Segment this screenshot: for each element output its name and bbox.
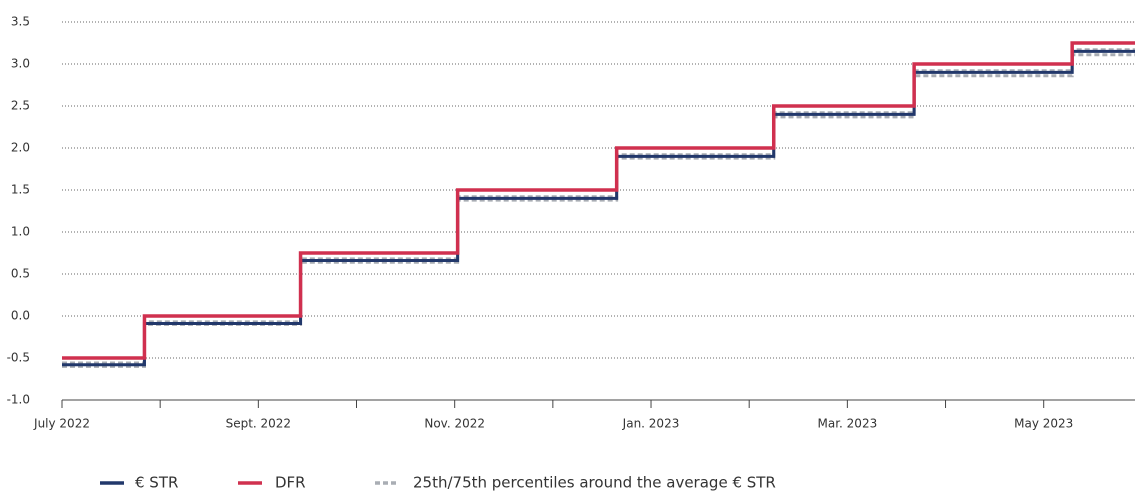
percentile-line [62,53,1135,368]
x-tick-label: Nov. 2022 [424,417,485,431]
x-tick-label: Jan. 2023 [622,417,680,431]
x-tick-label: July 2022 [33,417,90,431]
y-tick-label: 0.5 [11,267,30,281]
series-line [62,41,1135,360]
percentile-line [62,48,1135,365]
x-tick-label: Sept. 2022 [226,417,292,431]
legend-label: € STR [135,474,178,492]
y-tick-label: -0.5 [7,351,30,365]
y-tick-label: 3.0 [11,57,30,71]
y-tick-label: 2.0 [11,141,30,155]
legend-label: 25th/75th percentiles around the average… [413,474,776,492]
y-tick-label: 0.0 [11,309,30,323]
y-tick-label: 2.5 [11,99,30,113]
legend-label: DFR [275,474,306,492]
y-tick-label: 3.5 [11,15,30,29]
x-tick-label: Mar. 2023 [818,417,878,431]
y-tick-label: 1.5 [11,183,30,197]
y-tick-label: 1.0 [11,225,30,239]
y-tick-label: -1.0 [7,393,30,407]
x-tick-label: May 2023 [1014,417,1073,431]
